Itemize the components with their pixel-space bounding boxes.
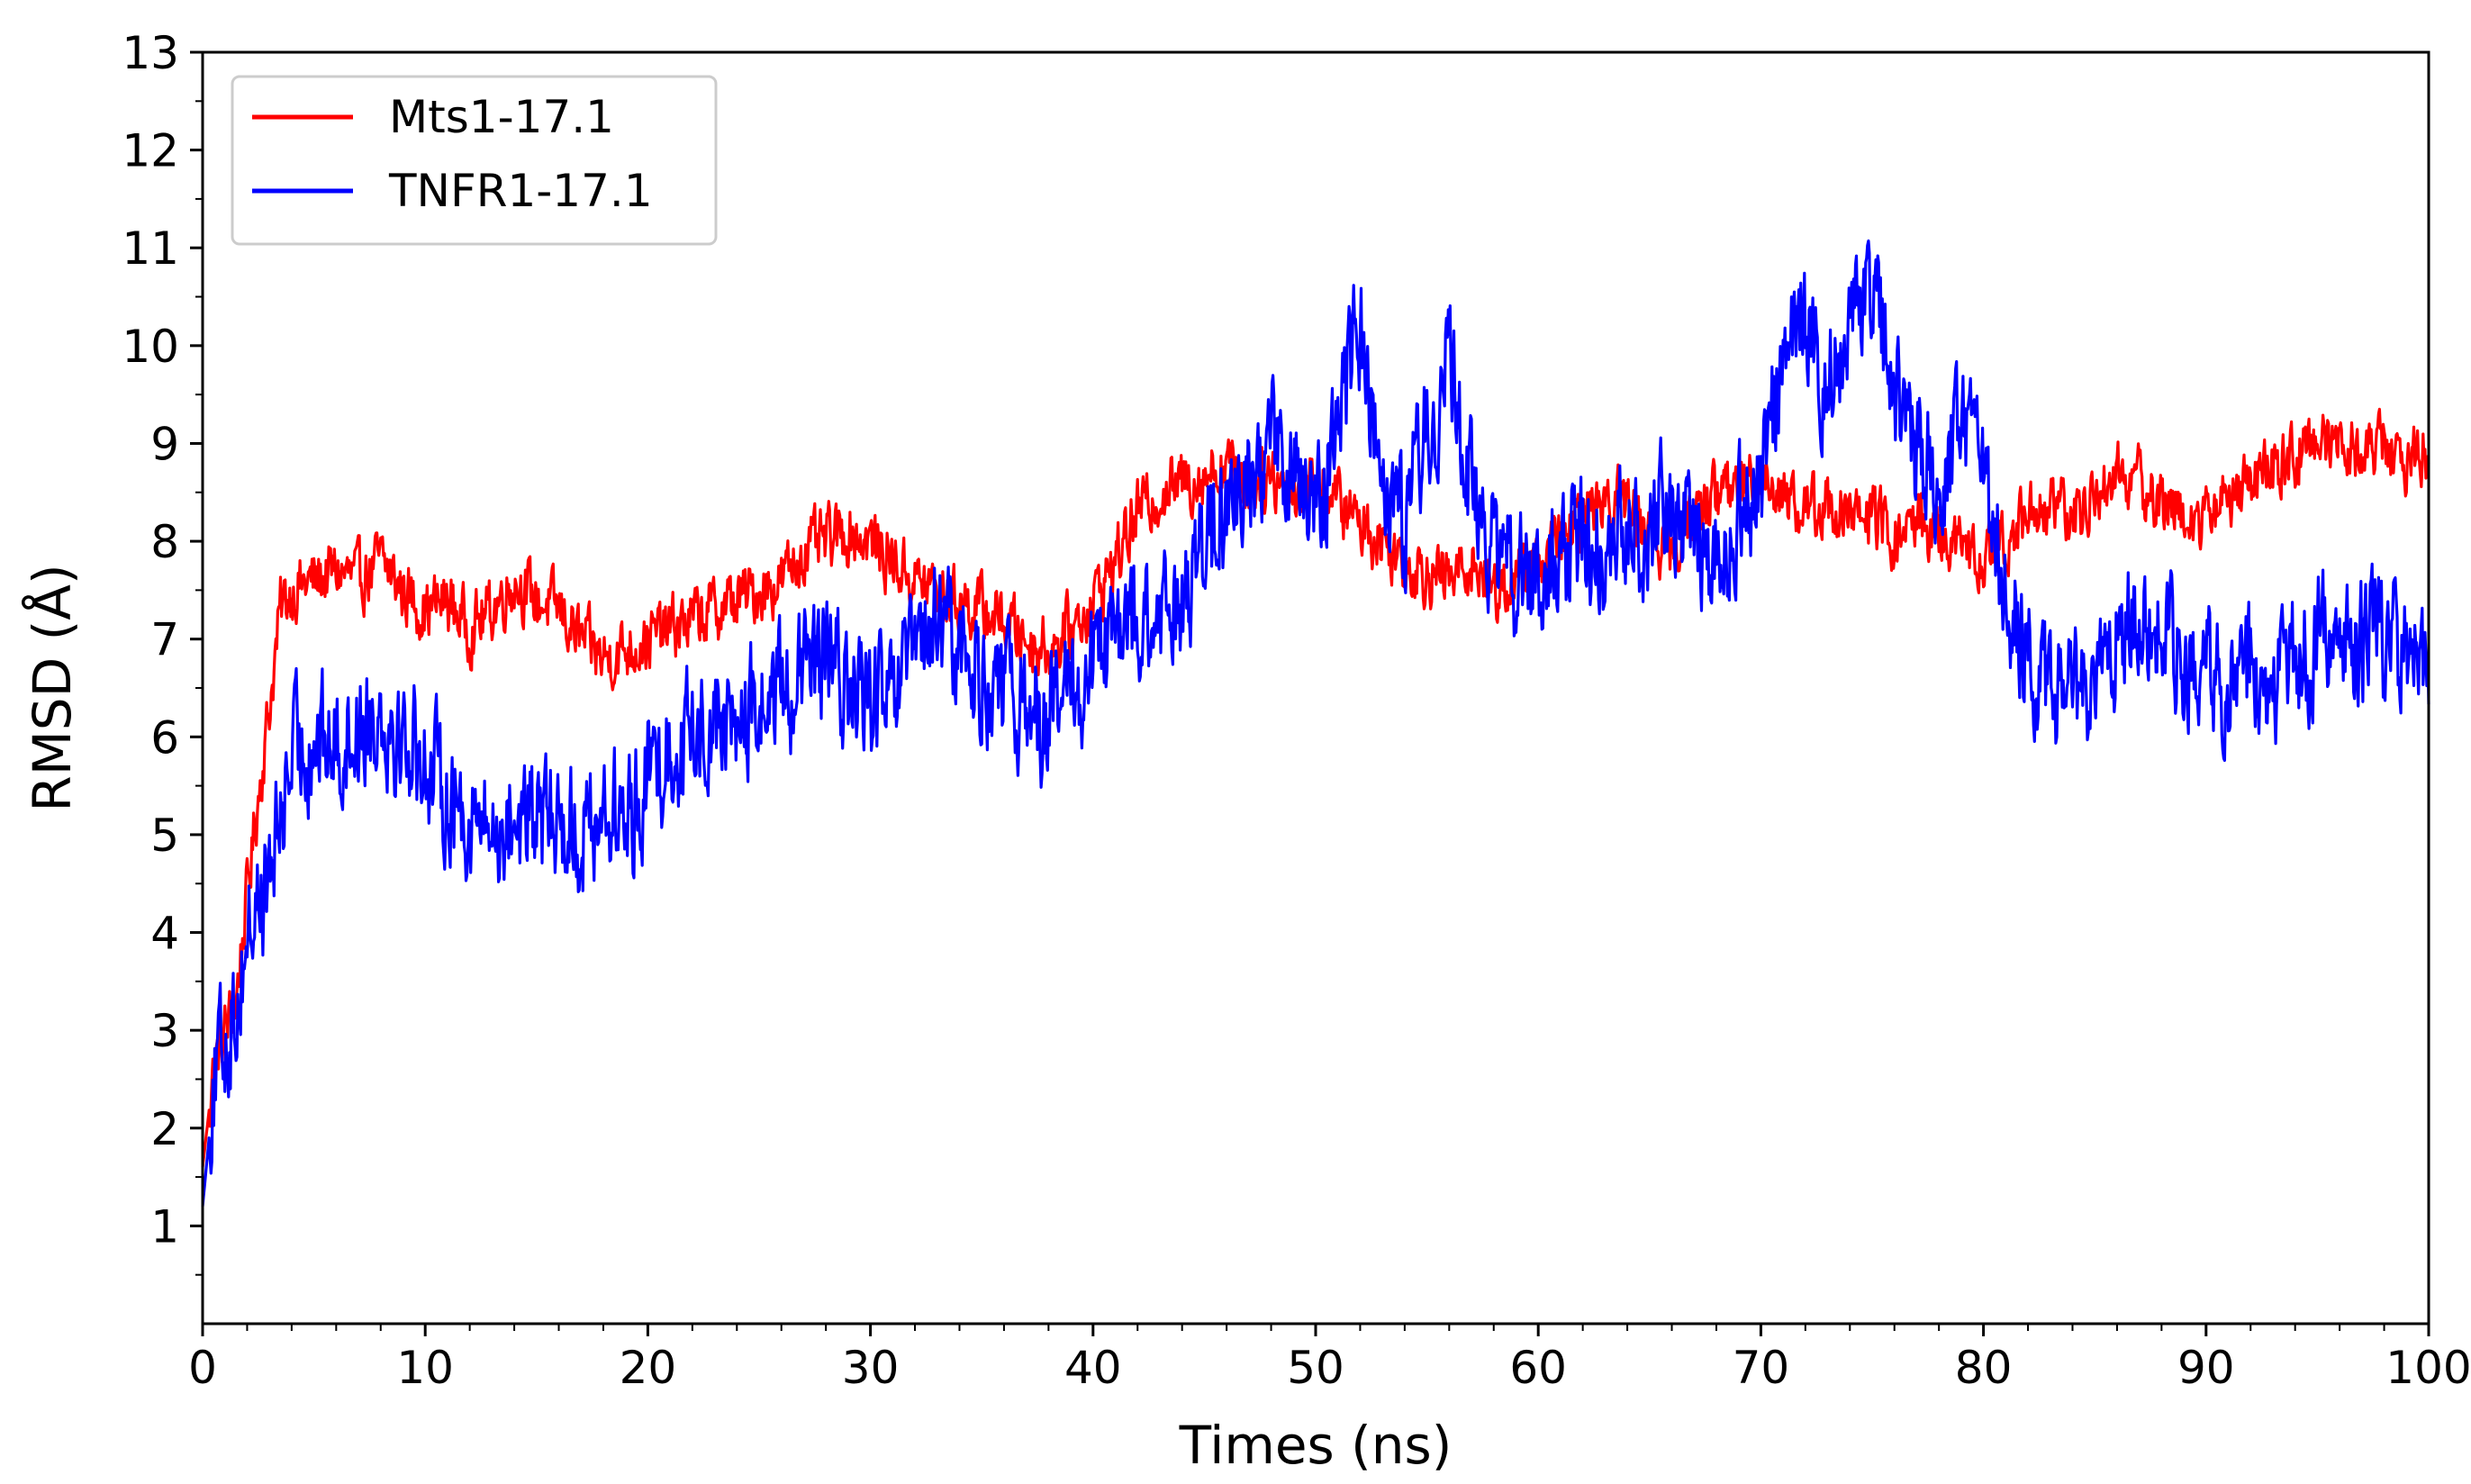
y-tick-label: 7 <box>150 614 179 666</box>
x-axis-title: Times (ns) <box>1179 1415 1453 1476</box>
x-tick-label: 100 <box>2385 1342 2471 1394</box>
x-tick-label: 60 <box>1509 1342 1567 1394</box>
y-tick-label: 5 <box>150 810 179 862</box>
x-tick-label: 70 <box>1733 1342 1790 1394</box>
y-tick-label: 3 <box>150 1005 179 1057</box>
y-tick-label: 11 <box>122 222 179 275</box>
x-tick-label: 30 <box>842 1342 900 1394</box>
legend-label-tnfr1: TNFR1-17.1 <box>388 165 653 217</box>
x-tick-label: 90 <box>2177 1342 2235 1394</box>
y-tick-label: 4 <box>150 908 179 960</box>
y-tick-label: 9 <box>150 418 179 470</box>
x-tick-label: 40 <box>1064 1342 1122 1394</box>
legend: Mts1-17.1 TNFR1-17.1 <box>231 75 718 246</box>
x-tick-label: 20 <box>620 1342 677 1394</box>
legend-box <box>231 75 718 246</box>
x-tick-label: 10 <box>396 1342 454 1394</box>
y-tick-label: 1 <box>150 1200 179 1253</box>
y-tick-label: 8 <box>150 516 179 568</box>
y-tick-label: 6 <box>150 711 179 764</box>
series-layer <box>201 239 2430 1207</box>
x-tick-label: 80 <box>1955 1342 2013 1394</box>
x-tick-label: 50 <box>1287 1342 1344 1394</box>
y-tick-label: 10 <box>122 321 179 373</box>
y-tick-label: 2 <box>150 1103 179 1155</box>
legend-label-mts1: Mts1-17.1 <box>389 91 614 143</box>
series-line-tnfr1 <box>201 239 2430 1207</box>
y-tick-label: 13 <box>122 27 179 79</box>
y-tick-label: 12 <box>122 125 179 177</box>
y-axis-title: RMSD (Å) <box>21 564 83 811</box>
x-tick-label: 0 <box>188 1342 217 1394</box>
